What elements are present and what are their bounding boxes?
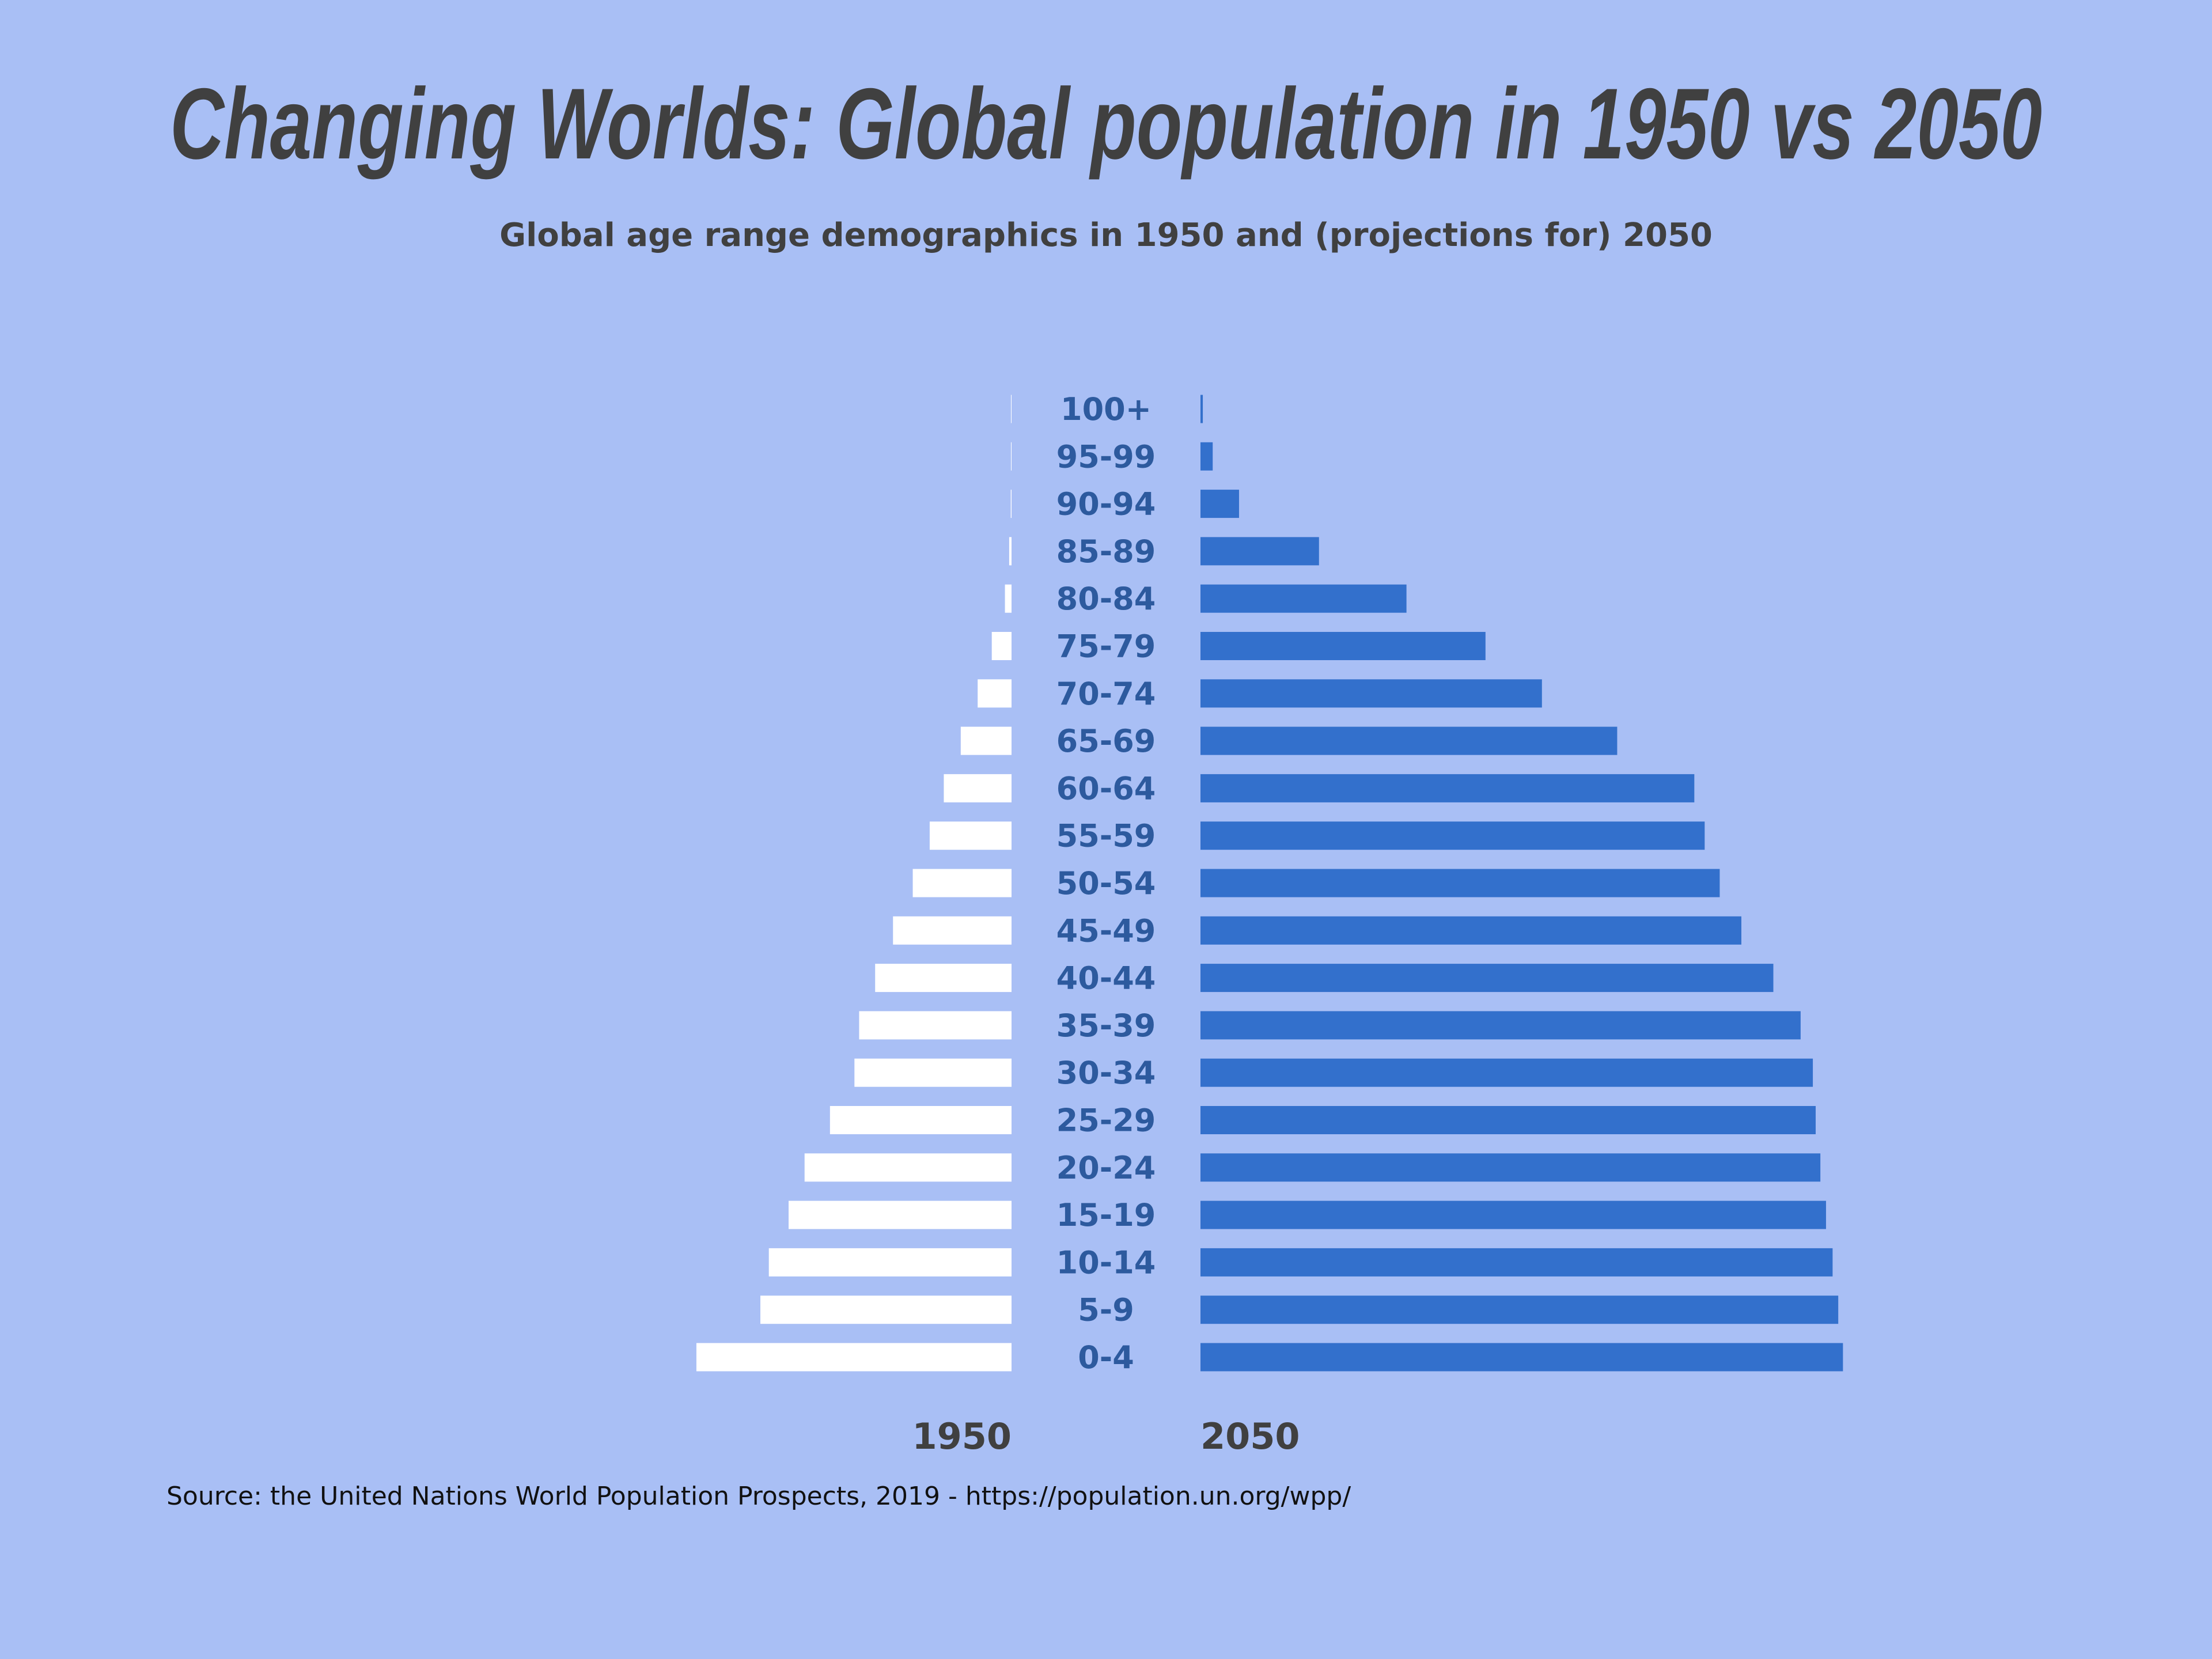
bar-2050-100+	[1200, 395, 1203, 423]
age-label-75-79: 75-79	[1056, 628, 1156, 665]
age-label-0-4: 0-4	[1078, 1339, 1134, 1376]
age-label-50-54: 50-54	[1056, 865, 1156, 902]
bar-1950-100+	[1011, 395, 1012, 423]
bar-1950-85-89	[1009, 537, 1012, 566]
chart-title: Changing Worlds: Global population in 19…	[170, 68, 2042, 180]
bar-2050-50-54	[1200, 869, 1720, 897]
bar-1950-70-74	[978, 679, 1012, 708]
bar-2050-35-39	[1200, 1011, 1801, 1040]
source-note: Source: the United Nations World Populat…	[166, 1482, 1351, 1511]
age-label-65-69: 65-69	[1056, 723, 1156, 759]
bar-2050-45-49	[1200, 916, 1741, 945]
age-label-30-34: 30-34	[1056, 1055, 1156, 1091]
age-label-45-49: 45-49	[1056, 912, 1156, 949]
bar-2050-60-64	[1200, 774, 1695, 802]
age-label-100+: 100+	[1060, 391, 1152, 427]
bar-1950-35-39	[859, 1011, 1012, 1040]
bar-2050-95-99	[1200, 442, 1213, 471]
bar-2050-40-44	[1200, 964, 1774, 993]
bar-2050-20-24	[1200, 1153, 1821, 1182]
bar-2050-85-89	[1200, 537, 1319, 566]
bar-2050-75-79	[1200, 632, 1486, 660]
age-label-20-24: 20-24	[1056, 1150, 1156, 1186]
age-label-40-44: 40-44	[1056, 960, 1156, 997]
bar-2050-70-74	[1200, 679, 1542, 708]
bar-1950-75-79	[991, 632, 1012, 660]
bar-2050-80-84	[1200, 584, 1407, 613]
bar-1950-0-4	[696, 1343, 1012, 1372]
series-label-1950: 1950	[912, 1415, 1012, 1457]
series-label-2050: 2050	[1200, 1415, 1300, 1457]
age-label-55-59: 55-59	[1056, 818, 1156, 854]
age-label-70-74: 70-74	[1056, 676, 1156, 712]
bar-1950-30-34	[854, 1058, 1012, 1087]
bar-1950-50-54	[912, 869, 1012, 897]
bar-1950-60-64	[944, 774, 1012, 802]
bar-2050-5-9	[1200, 1296, 1839, 1324]
bar-2050-0-4	[1200, 1343, 1843, 1372]
chart-subtitle: Global age range demographics in 1950 an…	[499, 217, 1713, 254]
bar-2050-30-34	[1200, 1058, 1813, 1087]
bar-1950-55-59	[929, 821, 1012, 850]
bar-2050-90-94	[1200, 490, 1239, 518]
bar-1950-25-29	[830, 1106, 1012, 1134]
bar-1950-15-19	[788, 1200, 1012, 1229]
age-label-80-84: 80-84	[1056, 581, 1156, 617]
bar-1950-10-14	[768, 1248, 1012, 1277]
age-label-90-94: 90-94	[1056, 486, 1156, 522]
age-label-35-39: 35-39	[1056, 1007, 1156, 1044]
age-label-5-9: 5-9	[1078, 1292, 1134, 1328]
bar-2050-55-59	[1200, 821, 1705, 850]
bar-2050-25-29	[1200, 1106, 1816, 1134]
age-label-10-14: 10-14	[1056, 1244, 1156, 1281]
age-label-95-99: 95-99	[1056, 438, 1156, 475]
bar-1950-5-9	[760, 1296, 1012, 1324]
bar-1950-95-99	[1011, 442, 1012, 471]
bar-1950-40-44	[875, 964, 1012, 993]
age-label-15-19: 15-19	[1056, 1197, 1156, 1233]
bar-2050-10-14	[1200, 1248, 1833, 1277]
age-label-60-64: 60-64	[1056, 770, 1156, 806]
bar-1950-65-69	[960, 726, 1012, 755]
age-label-25-29: 25-29	[1056, 1103, 1156, 1139]
bar-1950-45-49	[893, 916, 1012, 945]
bar-1950-90-94	[1010, 490, 1012, 518]
bar-2050-65-69	[1200, 726, 1618, 755]
bar-1950-20-24	[804, 1153, 1012, 1182]
age-label-85-89: 85-89	[1056, 533, 1156, 570]
bar-1950-80-84	[1005, 584, 1012, 613]
bar-2050-15-19	[1200, 1200, 1826, 1229]
